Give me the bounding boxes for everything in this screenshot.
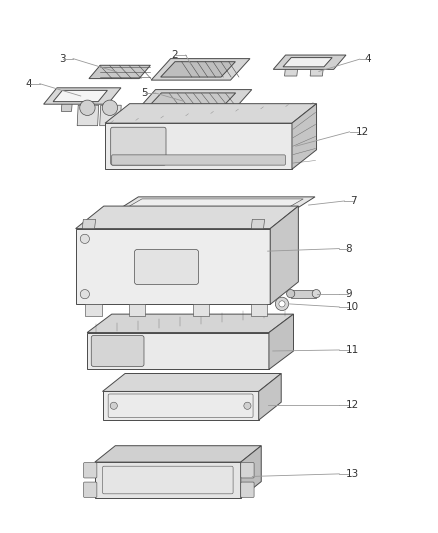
Text: 9: 9 xyxy=(346,289,352,298)
Circle shape xyxy=(80,100,95,116)
Polygon shape xyxy=(273,55,346,69)
FancyBboxPatch shape xyxy=(91,336,144,366)
Text: 3: 3 xyxy=(59,54,65,63)
Text: 2: 2 xyxy=(171,50,178,60)
FancyBboxPatch shape xyxy=(84,463,97,478)
Polygon shape xyxy=(193,304,209,316)
Text: 13: 13 xyxy=(346,469,359,479)
Polygon shape xyxy=(105,123,292,169)
Polygon shape xyxy=(259,374,281,420)
FancyBboxPatch shape xyxy=(134,249,198,285)
Polygon shape xyxy=(89,65,150,78)
Polygon shape xyxy=(95,462,241,498)
Text: 4: 4 xyxy=(365,54,371,64)
Text: 12: 12 xyxy=(356,127,369,137)
Polygon shape xyxy=(61,99,73,111)
Polygon shape xyxy=(270,206,298,304)
Text: 8: 8 xyxy=(346,244,352,254)
Polygon shape xyxy=(292,104,317,169)
Polygon shape xyxy=(80,99,91,111)
Polygon shape xyxy=(310,61,324,76)
Polygon shape xyxy=(102,374,281,391)
Polygon shape xyxy=(241,446,261,498)
Polygon shape xyxy=(291,289,316,298)
FancyBboxPatch shape xyxy=(111,127,166,165)
Polygon shape xyxy=(95,446,261,462)
Polygon shape xyxy=(85,304,102,316)
Polygon shape xyxy=(135,90,252,112)
Polygon shape xyxy=(77,105,99,126)
Polygon shape xyxy=(76,206,298,229)
Polygon shape xyxy=(44,88,121,104)
Circle shape xyxy=(279,301,285,307)
Circle shape xyxy=(80,289,89,299)
Polygon shape xyxy=(87,333,269,369)
Polygon shape xyxy=(251,304,267,316)
Polygon shape xyxy=(100,105,121,126)
Polygon shape xyxy=(269,314,293,369)
Polygon shape xyxy=(87,314,293,333)
FancyBboxPatch shape xyxy=(84,482,97,497)
Polygon shape xyxy=(283,58,332,67)
Circle shape xyxy=(286,289,295,298)
Polygon shape xyxy=(285,61,298,76)
Circle shape xyxy=(110,402,117,409)
FancyBboxPatch shape xyxy=(241,482,254,497)
Polygon shape xyxy=(105,104,317,123)
Polygon shape xyxy=(53,91,107,102)
Text: 11: 11 xyxy=(346,345,359,355)
FancyBboxPatch shape xyxy=(112,155,285,165)
Circle shape xyxy=(312,289,320,298)
Circle shape xyxy=(244,402,251,409)
Polygon shape xyxy=(161,62,235,77)
Polygon shape xyxy=(146,93,236,109)
Polygon shape xyxy=(82,220,95,229)
Text: 10: 10 xyxy=(346,302,359,312)
Circle shape xyxy=(102,100,118,116)
Polygon shape xyxy=(76,229,270,304)
Polygon shape xyxy=(108,197,315,216)
Text: 4: 4 xyxy=(25,79,32,88)
Circle shape xyxy=(276,297,289,311)
Polygon shape xyxy=(129,304,145,316)
Circle shape xyxy=(80,234,89,244)
Text: 12: 12 xyxy=(346,400,359,410)
Text: 5: 5 xyxy=(141,88,147,98)
Polygon shape xyxy=(151,59,250,80)
Polygon shape xyxy=(115,199,303,214)
Polygon shape xyxy=(251,220,265,229)
Text: 7: 7 xyxy=(350,196,357,206)
Polygon shape xyxy=(102,391,259,420)
FancyBboxPatch shape xyxy=(241,463,254,478)
